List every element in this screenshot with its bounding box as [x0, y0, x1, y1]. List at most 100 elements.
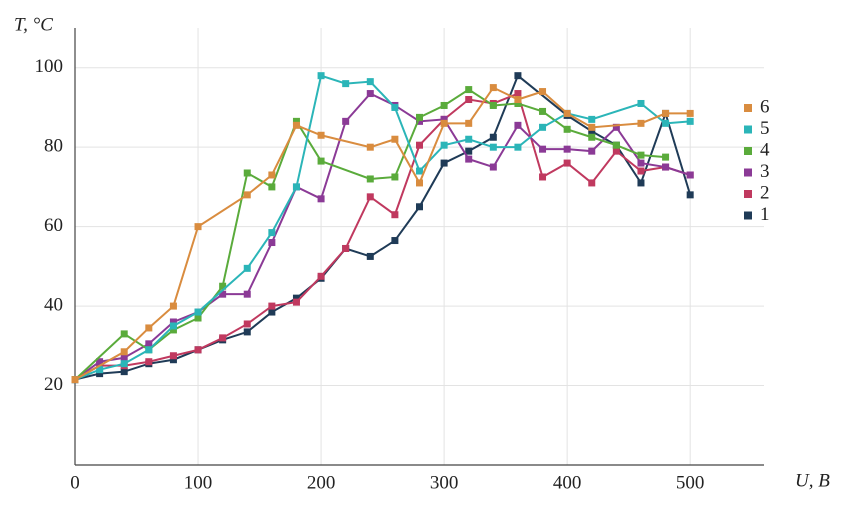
marker: [588, 133, 596, 141]
marker: [366, 193, 374, 201]
marker: [465, 155, 473, 163]
marker: [120, 354, 128, 362]
marker: [292, 294, 300, 302]
marker: [416, 117, 423, 125]
marker: [317, 157, 325, 165]
marker: [145, 346, 153, 354]
marker: [416, 141, 423, 149]
legend-label: 5: [760, 118, 770, 139]
marker: [219, 282, 227, 290]
marker: [120, 368, 128, 376]
x-tick-label: 300: [430, 472, 459, 493]
marker: [440, 141, 448, 149]
marker: [96, 370, 104, 378]
marker: [317, 131, 325, 139]
marker: [637, 99, 645, 107]
marker: [120, 360, 128, 368]
marker: [219, 290, 227, 298]
marker: [194, 308, 202, 316]
marker: [243, 320, 251, 328]
marker: [292, 183, 300, 191]
marker: [243, 169, 251, 177]
marker: [440, 101, 448, 109]
marker: [342, 117, 350, 125]
marker: [662, 109, 670, 117]
marker: [514, 90, 522, 98]
marker: [637, 167, 645, 175]
marker: [563, 109, 571, 117]
marker: [96, 358, 104, 366]
marker: [366, 78, 374, 86]
marker: [268, 171, 276, 179]
marker: [514, 96, 522, 104]
marker: [588, 179, 596, 187]
marker: [391, 103, 399, 111]
marker: [539, 145, 547, 153]
marker: [662, 153, 670, 161]
marker: [612, 147, 620, 155]
y-tick-label: 100: [35, 56, 64, 77]
marker: [391, 237, 399, 245]
y-tick-label: 20: [44, 374, 63, 395]
legend-label: 6: [760, 96, 770, 117]
marker: [662, 119, 670, 127]
marker: [539, 173, 547, 181]
marker: [489, 143, 497, 151]
marker: [243, 191, 251, 199]
marker: [317, 272, 325, 280]
legend-swatch: [744, 125, 752, 134]
marker: [366, 90, 374, 98]
marker: [317, 72, 325, 80]
marker: [366, 252, 374, 260]
y-tick-label: 80: [44, 136, 63, 157]
marker: [662, 163, 670, 171]
marker: [416, 113, 423, 121]
marker: [342, 244, 350, 252]
x-tick-label: 500: [676, 472, 705, 493]
marker: [366, 143, 374, 151]
legend-swatch: [744, 147, 752, 155]
marker: [366, 175, 374, 183]
legend-label: 2: [760, 182, 770, 203]
legend-swatch: [744, 168, 752, 177]
marker: [292, 121, 300, 129]
marker: [563, 145, 571, 153]
marker: [268, 183, 276, 191]
marker: [268, 229, 276, 237]
marker: [514, 72, 522, 80]
marker: [268, 308, 276, 316]
legend-label: 4: [760, 139, 770, 160]
marker: [194, 346, 202, 354]
marker: [514, 143, 522, 151]
marker: [416, 167, 423, 175]
y-tick-label: 40: [44, 294, 63, 315]
series-line: [74, 92, 691, 381]
marker: [194, 223, 202, 231]
legend-swatch: [744, 190, 752, 198]
legend-swatch: [744, 104, 752, 112]
marker: [686, 191, 694, 199]
marker: [465, 135, 473, 143]
marker: [169, 356, 177, 364]
marker: [539, 107, 547, 115]
marker: [194, 314, 202, 322]
marker: [169, 326, 177, 334]
marker: [440, 119, 448, 127]
marker: [391, 135, 399, 143]
marker: [514, 121, 522, 129]
x-tick-label: 0: [70, 472, 80, 493]
marker: [96, 366, 104, 374]
marker: [637, 151, 645, 159]
y-tick-label: 60: [44, 215, 63, 236]
marker: [243, 328, 251, 336]
legend-label: 3: [760, 161, 770, 182]
marker: [686, 171, 694, 179]
marker: [489, 133, 497, 141]
marker: [342, 80, 350, 88]
marker: [243, 290, 251, 298]
legend-label: 1: [760, 204, 770, 225]
marker: [145, 358, 153, 366]
marker: [120, 348, 128, 356]
marker: [588, 127, 596, 135]
marker: [514, 99, 522, 107]
